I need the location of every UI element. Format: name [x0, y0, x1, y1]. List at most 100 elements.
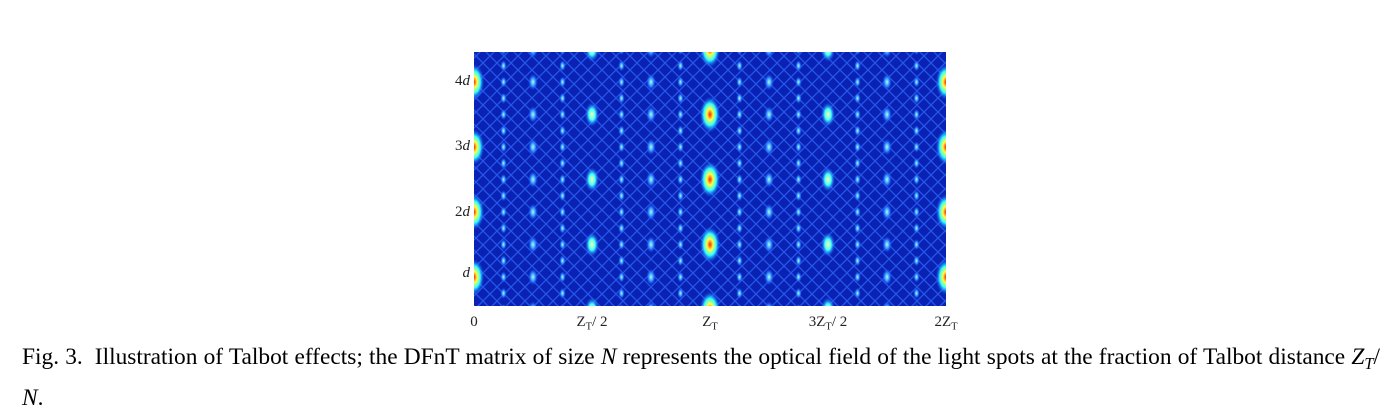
- label-part: d: [462, 138, 471, 154]
- light-spot: [528, 171, 538, 188]
- light-spot: [500, 52, 507, 56]
- light-spot: [795, 206, 802, 218]
- light-spot: [913, 125, 920, 137]
- light-spot: [699, 96, 721, 133]
- light-spot: [500, 108, 507, 121]
- light-spot: [854, 108, 861, 121]
- light-spot: [618, 173, 625, 186]
- light-spot: [528, 203, 538, 221]
- light-spot: [764, 268, 774, 286]
- light-spot: [913, 190, 920, 202]
- light-spot: [736, 206, 743, 218]
- light-spot: [795, 125, 802, 137]
- light-spot: [854, 141, 861, 153]
- light-spot: [618, 76, 625, 88]
- caption-text: T: [1364, 353, 1374, 373]
- light-spot: [854, 238, 861, 251]
- light-spot: [854, 157, 861, 169]
- light-spot: [500, 271, 507, 283]
- light-spot: [677, 190, 684, 202]
- light-spot: [528, 236, 538, 253]
- light-spot: [699, 291, 721, 306]
- light-spot: [678, 303, 683, 306]
- light-spot: [913, 206, 920, 218]
- light-spot: [500, 173, 507, 186]
- light-spot: [559, 206, 566, 218]
- light-spot: [736, 60, 743, 72]
- light-spot: [528, 73, 538, 91]
- light-spot: [795, 173, 802, 186]
- light-spot: [736, 141, 743, 153]
- light-spot: [559, 255, 566, 267]
- light-spot: [500, 255, 507, 267]
- light-spot: [913, 157, 920, 169]
- label-part: 3Z: [808, 314, 826, 330]
- light-spot: [913, 92, 920, 104]
- light-spot: [854, 287, 861, 299]
- caption-label: Fig. 3.: [22, 344, 83, 370]
- light-spot: [736, 76, 743, 88]
- light-spot: [854, 222, 861, 234]
- light-spot: [882, 203, 892, 221]
- label-part: T: [825, 321, 832, 333]
- label-part: 2Z: [934, 314, 952, 330]
- light-spot: [913, 238, 920, 251]
- caption-text: N: [600, 344, 617, 370]
- carpet-spots: [474, 52, 946, 306]
- light-spot: [584, 101, 600, 128]
- light-spot: [559, 157, 566, 169]
- light-spot: [677, 108, 684, 121]
- light-spot: [500, 141, 507, 153]
- light-spot: [914, 303, 919, 306]
- light-spot: [882, 138, 892, 156]
- light-spot: [474, 63, 485, 101]
- light-spot: [646, 106, 656, 123]
- label-part: Z: [576, 314, 586, 330]
- light-spot: [646, 203, 656, 221]
- light-spot: [795, 238, 802, 251]
- talbot-figure: [474, 52, 946, 306]
- light-spot: [764, 236, 774, 253]
- light-spot: [646, 138, 656, 156]
- light-spot: [795, 52, 802, 56]
- light-spot: [854, 125, 861, 137]
- light-spot: [821, 296, 835, 306]
- light-spot: [500, 76, 507, 88]
- x-tick-label: ZT/ 2: [576, 314, 607, 333]
- light-spot: [795, 271, 802, 283]
- light-spot: [854, 92, 861, 104]
- light-spot: [736, 287, 743, 299]
- light-spot: [935, 258, 946, 296]
- light-spot: [618, 238, 625, 251]
- light-spot: [854, 271, 861, 283]
- light-spot: [677, 52, 684, 56]
- light-spot: [764, 106, 774, 123]
- label-part: T: [585, 321, 593, 333]
- label-part: 3: [455, 138, 463, 154]
- light-spot: [618, 108, 625, 121]
- light-spot: [736, 125, 743, 137]
- light-spot: [646, 52, 656, 58]
- light-spot: [913, 108, 920, 121]
- light-spot: [913, 255, 920, 267]
- light-spot: [677, 92, 684, 104]
- light-spot: [820, 52, 836, 63]
- light-spot: [677, 76, 684, 88]
- light-spot: [500, 287, 507, 299]
- light-spot: [764, 73, 774, 91]
- light-spot: [854, 76, 861, 88]
- label-part: Z: [702, 314, 712, 330]
- caption-text: Illustration of Talbot effects; the DFnT…: [94, 344, 601, 370]
- light-spot: [795, 222, 802, 234]
- light-spot: [528, 138, 538, 156]
- caption-text: /: [1373, 344, 1380, 370]
- light-spot: [585, 296, 599, 306]
- light-spot: [474, 258, 485, 296]
- light-spot: [736, 238, 743, 251]
- light-spot: [736, 173, 743, 186]
- light-spot: [764, 203, 774, 221]
- light-spot: [882, 301, 892, 306]
- light-spot: [736, 255, 743, 267]
- light-spot: [854, 190, 861, 202]
- light-spot: [500, 206, 507, 218]
